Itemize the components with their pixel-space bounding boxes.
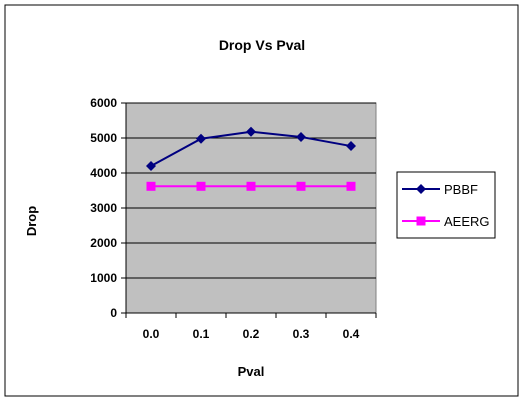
chart-title: Drop Vs Pval xyxy=(219,37,305,53)
data-point xyxy=(296,131,306,142)
data-point xyxy=(196,133,206,144)
x-tick-label: 0.2 xyxy=(243,327,260,341)
x-tick-label: 0.4 xyxy=(343,327,360,341)
data-point xyxy=(196,181,206,191)
data-point xyxy=(146,181,156,191)
data-point xyxy=(346,181,356,191)
data-point xyxy=(296,181,306,191)
gridlines xyxy=(126,102,376,279)
y-tick-label: 6000 xyxy=(90,96,117,110)
legend-box xyxy=(396,171,496,239)
y-tick-label: 4000 xyxy=(90,166,117,180)
axes: 0 1000 2000 3000 4000 5000 6000 0.0 0.1 0.2 0.3 0.4 xyxy=(90,96,377,341)
y-tick-label: 2000 xyxy=(90,236,117,250)
series-group xyxy=(146,126,356,191)
y-tick-label: 0 xyxy=(110,306,117,320)
data-point xyxy=(346,141,356,152)
data-point xyxy=(416,216,426,226)
x-tick-label: 0.3 xyxy=(293,327,310,341)
data-point xyxy=(246,126,256,137)
y-axis-label: Drop xyxy=(24,206,39,236)
x-axis-label: Pval xyxy=(238,364,265,379)
legend-label-aeerg: AEERG xyxy=(444,214,490,229)
x-tick-label: 0.0 xyxy=(143,327,160,341)
y-tick-label: 5000 xyxy=(90,131,117,145)
legend-label-pbbf: PBBF xyxy=(444,182,478,197)
data-point xyxy=(246,181,256,191)
data-point xyxy=(416,184,426,194)
y-tick-label: 1000 xyxy=(90,271,117,285)
x-tick-label: 0.1 xyxy=(193,327,210,341)
y-tick-label: 3000 xyxy=(90,201,117,215)
data-point xyxy=(146,161,156,171)
legend: PBBF AEERG xyxy=(396,171,496,239)
